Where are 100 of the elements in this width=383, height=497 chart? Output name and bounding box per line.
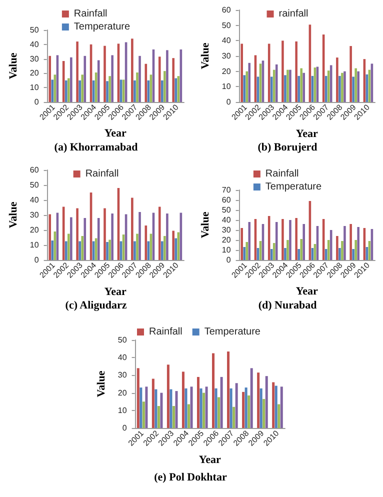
bar (298, 249, 300, 260)
bar (243, 247, 246, 260)
text: (b) Borujerd (258, 142, 318, 154)
bar (97, 60, 100, 102)
y-tick-label: 20 (118, 388, 128, 398)
bar (187, 404, 190, 428)
bar (175, 391, 178, 428)
bar (357, 227, 360, 260)
bar (262, 398, 266, 428)
y-tick-label: 0 (226, 98, 232, 106)
bar (157, 406, 160, 428)
bar (48, 56, 52, 102)
bar (300, 68, 302, 102)
bar (240, 44, 243, 102)
y-tick-label: 60 (222, 6, 232, 14)
bar (161, 80, 164, 102)
y-tick-label: 60 (30, 166, 40, 174)
bar (161, 241, 164, 260)
text: (e) Pol Dokhtar (154, 472, 227, 484)
y-tick-label: 50 (30, 26, 40, 34)
legend-label: Rainfall (149, 326, 182, 338)
legend-label: rainfall (278, 8, 308, 20)
y-tick-label: 30 (30, 210, 40, 220)
bar (300, 239, 302, 260)
y-tick-label: 60 (222, 196, 232, 204)
bar (164, 71, 166, 102)
bar (246, 242, 248, 260)
bar (172, 230, 174, 260)
bar (76, 42, 78, 102)
bar (212, 353, 215, 428)
bar (170, 389, 172, 428)
bar (142, 402, 145, 428)
bar (205, 386, 208, 428)
bar (182, 372, 184, 428)
y-tick-label: 30 (30, 54, 40, 64)
bar (104, 208, 106, 260)
bar (260, 388, 262, 428)
bar (220, 376, 223, 428)
bar (354, 68, 357, 102)
y-tick-label: 20 (30, 68, 40, 78)
y-tick-label: 40 (30, 196, 40, 204)
bar (354, 240, 357, 260)
bar (70, 217, 72, 260)
y-tick-label: 20 (222, 236, 232, 244)
y-tick-label: 40 (30, 40, 40, 49)
bar (246, 71, 248, 102)
bar (78, 241, 81, 260)
y-tick-label: 40 (118, 353, 128, 362)
bar (295, 218, 298, 260)
bar (352, 76, 354, 102)
bar (64, 241, 68, 260)
bar (338, 76, 341, 102)
y-tick-label: 10 (222, 246, 232, 254)
bar (70, 57, 72, 102)
y-tick-label: 30 (118, 370, 128, 380)
bar (244, 388, 248, 428)
bar (111, 55, 114, 102)
bar (240, 228, 243, 260)
bar (81, 74, 84, 102)
bar (275, 222, 278, 260)
y-tick-label: 50 (118, 336, 128, 344)
y-axis-title: Value (8, 202, 20, 228)
bar (134, 80, 136, 102)
bar (286, 240, 289, 260)
bar (282, 219, 284, 260)
bar (289, 220, 292, 260)
bar (64, 80, 68, 102)
bar (202, 392, 206, 428)
bar (352, 249, 354, 260)
bar (166, 214, 168, 260)
bar (138, 212, 141, 260)
y-tick-label: 50 (30, 180, 40, 190)
bar (278, 404, 280, 428)
bar (131, 198, 134, 260)
bar (341, 241, 344, 260)
y-axis-title: Value (200, 42, 212, 70)
y-tick-label: 10 (118, 406, 128, 415)
bar (104, 46, 106, 102)
bar (166, 364, 170, 428)
y-tick-label: 40 (222, 36, 232, 46)
y-axis-title: Value (200, 212, 212, 238)
bar (275, 64, 278, 102)
bar (172, 58, 174, 102)
bar (51, 240, 54, 260)
y-tick-label: 0 (122, 424, 128, 432)
bar (136, 234, 138, 260)
bar (284, 75, 286, 102)
bar (200, 388, 202, 428)
bar (160, 392, 163, 428)
bar (336, 236, 338, 260)
legend-label: Rainfall (74, 8, 108, 20)
x-axis-title: Year (296, 286, 318, 298)
bar (218, 397, 220, 428)
bar (302, 224, 305, 260)
bar (243, 75, 246, 102)
bar (108, 240, 111, 260)
bar (350, 224, 352, 260)
bar (106, 242, 108, 260)
bar (289, 70, 292, 102)
legend-label: Rainfall (265, 168, 299, 180)
